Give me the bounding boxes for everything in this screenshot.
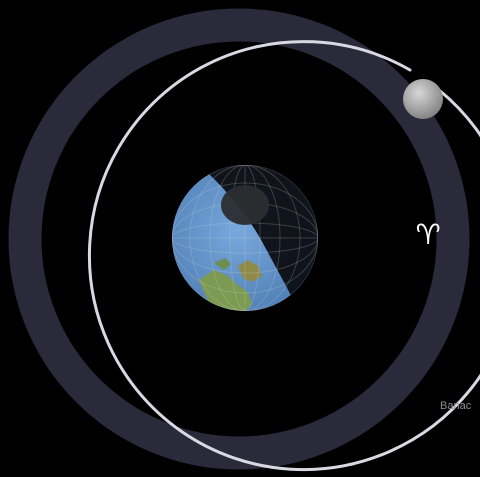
earth-globe (172, 165, 318, 311)
orbit-path (87, 40, 480, 472)
credit-text: Banac (440, 400, 472, 412)
aries-icon: ♈︎ (415, 218, 441, 251)
orbit-ring (8, 8, 470, 470)
moon-marker[interactable] (403, 79, 443, 119)
